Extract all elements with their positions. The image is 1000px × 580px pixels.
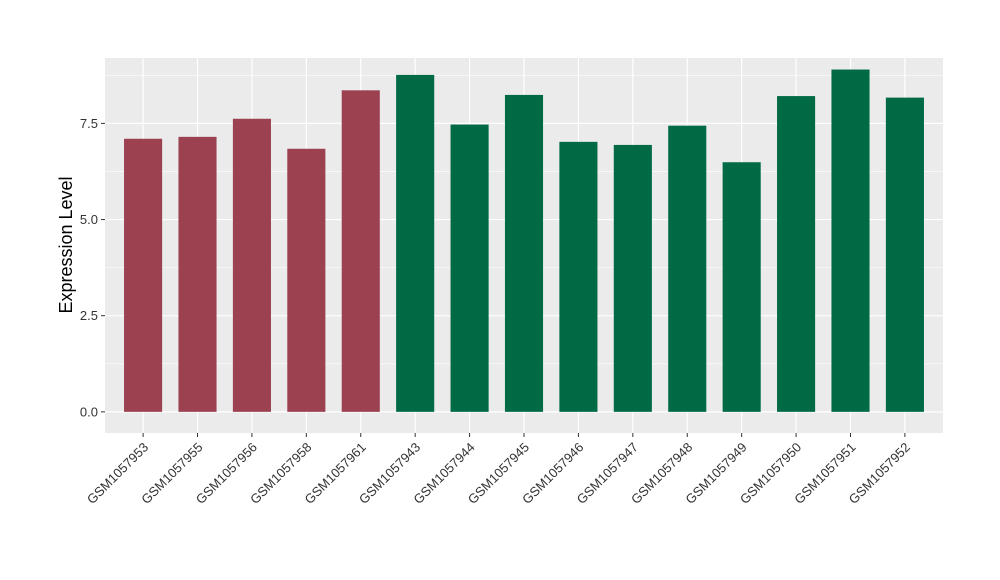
- bar-gsm1057949: [722, 162, 761, 412]
- bars: [124, 69, 924, 412]
- y-tick-label: 7.5: [80, 116, 98, 131]
- bar-gsm1057956: [232, 118, 271, 412]
- bar-gsm1057961: [341, 90, 380, 412]
- y-axis-title: Expression Level: [56, 176, 76, 313]
- bar-gsm1057945: [504, 94, 544, 412]
- y-tick-label: 2.5: [80, 308, 98, 323]
- bar-gsm1057943: [396, 74, 435, 412]
- y-axis: 0.0 2.5 5.0 7.5: [80, 116, 105, 419]
- bar-gsm1057951: [831, 69, 870, 412]
- y-tick-label: 5.0: [80, 212, 98, 227]
- bar-gsm1057948: [668, 125, 707, 412]
- bar-gsm1057950: [777, 96, 816, 412]
- bar-gsm1057958: [287, 148, 326, 412]
- bar-gsm1057953: [124, 138, 163, 412]
- bar-gsm1057955: [178, 136, 217, 412]
- bar-gsm1057947: [613, 144, 652, 412]
- bar-gsm1057952: [885, 97, 924, 412]
- y-tick-label: 0.0: [80, 404, 98, 419]
- bar-gsm1057946: [559, 141, 598, 412]
- bar-gsm1057944: [450, 124, 489, 412]
- x-axis: GSM1057953GSM1057955GSM1057956GSM1057958…: [84, 433, 913, 507]
